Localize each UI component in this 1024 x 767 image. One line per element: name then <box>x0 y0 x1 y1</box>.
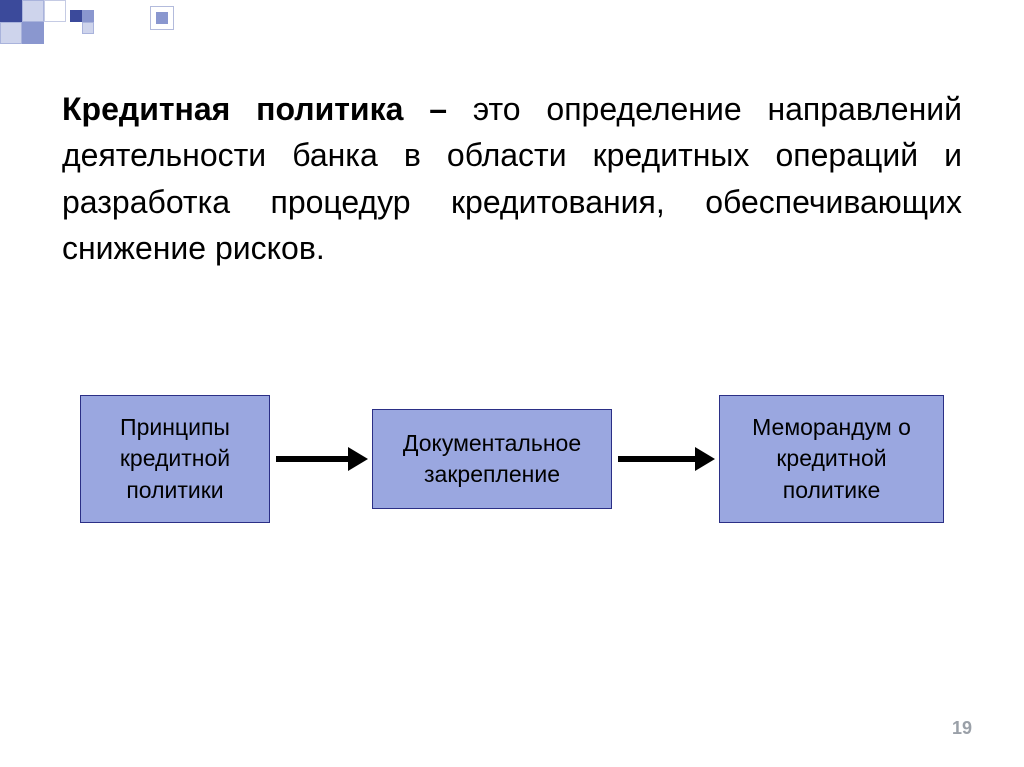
page-number: 19 <box>952 718 972 739</box>
definition-term: Кредитная политика – <box>62 91 447 127</box>
flowchart: Принципы кредитной политики Документально… <box>80 395 944 523</box>
decoration-square <box>22 22 44 44</box>
flow-node: Принципы кредитной политики <box>80 395 270 523</box>
definition-paragraph: Кредитная политика – это определение нап… <box>62 86 962 272</box>
corner-decoration <box>0 0 180 42</box>
flow-node: Документальное закрепление <box>372 409 612 509</box>
decoration-square <box>82 22 94 34</box>
decoration-square <box>0 22 22 44</box>
flow-node: Меморандум о кредитной политике <box>719 395 944 523</box>
decoration-square <box>156 12 168 24</box>
decoration-square <box>44 0 66 22</box>
decoration-square <box>70 10 82 22</box>
flow-arrow <box>276 454 366 464</box>
decoration-square <box>0 0 22 22</box>
decoration-square <box>22 0 44 22</box>
flow-arrow <box>618 454 713 464</box>
decoration-square <box>82 10 94 22</box>
